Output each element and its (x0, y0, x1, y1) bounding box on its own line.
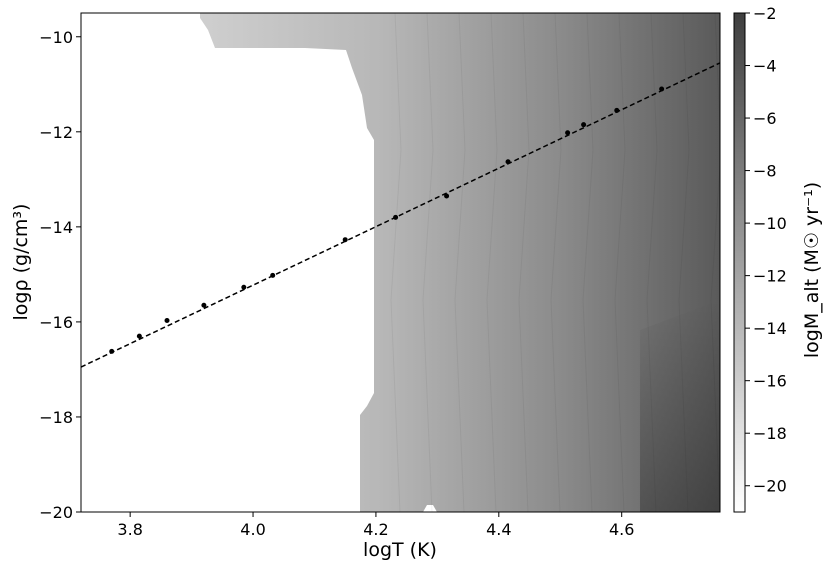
map-region (200, 13, 720, 512)
y-tick-label: −12 (39, 123, 73, 142)
map-dark-corner (640, 300, 720, 512)
data-point (342, 237, 348, 243)
colorbar-tick-label: −10 (753, 214, 787, 233)
colorbar-tick-label: −6 (753, 109, 777, 128)
x-tick-label: 4.2 (363, 520, 388, 539)
colorbar-ticks: −2 −4 −6 −8 −10 −12 −14 −16 −18 −20 (745, 4, 787, 496)
map-contour-line (582, 13, 594, 512)
x-tick-label: 4.6 (609, 520, 634, 539)
y-tick-label: −18 (39, 408, 73, 427)
y-axis-ticks: −10 −12 −14 −16 −18 −20 (39, 28, 81, 522)
data-point (444, 193, 450, 199)
map-contours (390, 13, 720, 512)
x-tick-label: 4.4 (486, 520, 511, 539)
map-contour-line (550, 13, 562, 512)
colorbar-tick-label: −14 (753, 319, 787, 338)
data-point (614, 107, 620, 113)
y-tick-label: −10 (39, 28, 73, 47)
series-layer (81, 62, 720, 368)
colorbar-tick-label: −18 (753, 424, 787, 443)
data-point (565, 130, 571, 136)
data-point (109, 348, 115, 354)
data-point (505, 159, 511, 165)
map-contour-line (710, 13, 720, 512)
x-tick-label: 4.0 (240, 520, 265, 539)
plot-frame (80, 12, 721, 513)
map-contour-line (678, 13, 690, 512)
x-axis-ticks: 3.8 4.0 4.2 4.4 4.6 (117, 512, 634, 539)
map-contour-line (486, 13, 498, 512)
y-axis-label: logρ (g/cm³) (10, 204, 32, 321)
data-point (393, 214, 399, 220)
map-contour-line (614, 13, 626, 512)
data-point (659, 86, 665, 92)
colorbar-tick-label: −4 (753, 57, 777, 76)
x-axis-label: logT (K) (363, 539, 437, 561)
data-point (270, 272, 276, 278)
y-tick-label: −14 (39, 218, 73, 237)
colorbar-tick-label: −2 (753, 4, 777, 23)
colorbar-tick-label: −12 (753, 267, 787, 286)
data-point (201, 302, 207, 308)
map-contour-line (518, 13, 530, 512)
background-map (200, 13, 720, 512)
y-tick-label: −16 (39, 313, 73, 332)
data-point (581, 122, 587, 128)
colorbar (733, 12, 746, 513)
data-point (164, 317, 170, 323)
map-contour-line (646, 13, 658, 512)
map-contour-line (390, 13, 402, 512)
colorbar-tick-label: −8 (753, 162, 777, 181)
y-tick-label: −20 (39, 503, 73, 522)
data-point (241, 284, 247, 290)
data-point (136, 333, 142, 339)
colorbar-tick-label: −20 (753, 477, 787, 496)
colorbar-tick-label: −16 (753, 372, 787, 391)
colorbar-label: logM_alt (M☉ yr⁻¹) (801, 182, 823, 358)
x-tick-label: 3.8 (117, 520, 142, 539)
fit-line (81, 62, 720, 368)
map-contour-line (422, 13, 434, 512)
map-contour-line (454, 13, 466, 512)
